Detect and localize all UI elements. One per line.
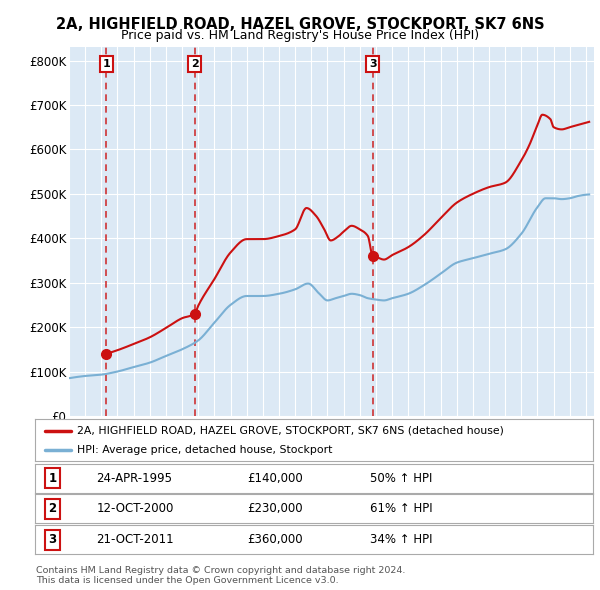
Text: Price paid vs. HM Land Registry's House Price Index (HPI): Price paid vs. HM Land Registry's House … — [121, 30, 479, 42]
Text: HPI: Average price, detached house, Stockport: HPI: Average price, detached house, Stoc… — [77, 445, 332, 455]
Text: £140,000: £140,000 — [247, 471, 302, 485]
Text: 34% ↑ HPI: 34% ↑ HPI — [370, 533, 432, 546]
Text: 21-OCT-2011: 21-OCT-2011 — [96, 533, 174, 546]
Text: 2: 2 — [49, 502, 57, 516]
Text: 12-OCT-2000: 12-OCT-2000 — [96, 502, 173, 516]
Text: 1: 1 — [103, 59, 110, 69]
Text: 3: 3 — [49, 533, 57, 546]
Text: 2A, HIGHFIELD ROAD, HAZEL GROVE, STOCKPORT, SK7 6NS (detached house): 2A, HIGHFIELD ROAD, HAZEL GROVE, STOCKPO… — [77, 426, 503, 436]
Text: 24-APR-1995: 24-APR-1995 — [96, 471, 172, 485]
Text: 50% ↑ HPI: 50% ↑ HPI — [370, 471, 432, 485]
Text: 2: 2 — [191, 59, 199, 69]
Text: £360,000: £360,000 — [247, 533, 302, 546]
Text: 2A, HIGHFIELD ROAD, HAZEL GROVE, STOCKPORT, SK7 6NS: 2A, HIGHFIELD ROAD, HAZEL GROVE, STOCKPO… — [56, 17, 544, 31]
Text: 3: 3 — [369, 59, 377, 69]
Text: 61% ↑ HPI: 61% ↑ HPI — [370, 502, 432, 516]
Text: 1: 1 — [49, 471, 57, 485]
Text: £230,000: £230,000 — [247, 502, 302, 516]
Text: Contains HM Land Registry data © Crown copyright and database right 2024.
This d: Contains HM Land Registry data © Crown c… — [36, 566, 406, 585]
